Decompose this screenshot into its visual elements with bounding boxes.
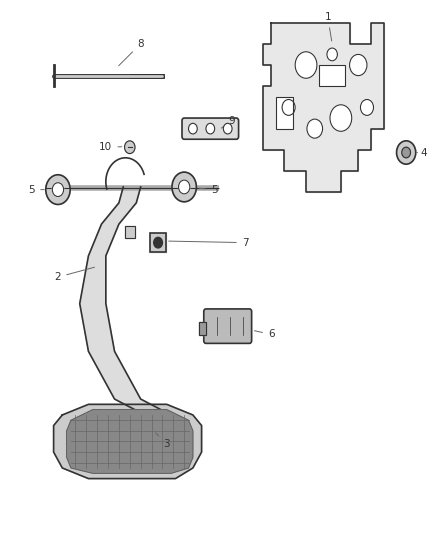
Circle shape [396,141,416,164]
Polygon shape [67,410,193,473]
Polygon shape [53,405,201,479]
Bar [124,225,135,238]
Bar [124,225,135,238]
Bar [150,233,166,252]
FancyBboxPatch shape [204,309,252,343]
Text: 5: 5 [28,184,44,195]
Circle shape [52,183,64,197]
Circle shape [282,100,295,115]
Circle shape [124,141,135,154]
Text: 3: 3 [155,433,170,449]
Circle shape [154,237,162,248]
Circle shape [295,52,317,78]
Bar [199,322,206,335]
Bar [276,97,293,128]
Text: 7: 7 [169,238,248,248]
Text: 8: 8 [119,39,144,66]
Text: 4: 4 [417,148,427,158]
Circle shape [188,123,197,134]
Circle shape [402,147,410,158]
Text: 9: 9 [221,116,235,128]
Circle shape [172,172,196,202]
Circle shape [360,100,374,115]
Bar [150,233,166,252]
Bar [319,65,345,86]
Circle shape [307,119,322,138]
Polygon shape [80,187,180,420]
Text: 1: 1 [325,12,332,41]
Text: 6: 6 [254,329,275,340]
Text: 2: 2 [55,267,95,282]
Bar [199,322,206,335]
Circle shape [330,105,352,131]
Text: 5: 5 [199,184,218,195]
Circle shape [46,175,70,205]
Circle shape [206,123,215,134]
Circle shape [179,180,190,194]
Polygon shape [262,22,385,192]
Circle shape [350,54,367,76]
Circle shape [223,123,232,134]
Circle shape [327,48,337,61]
Text: 10: 10 [99,142,122,152]
FancyBboxPatch shape [182,118,239,139]
